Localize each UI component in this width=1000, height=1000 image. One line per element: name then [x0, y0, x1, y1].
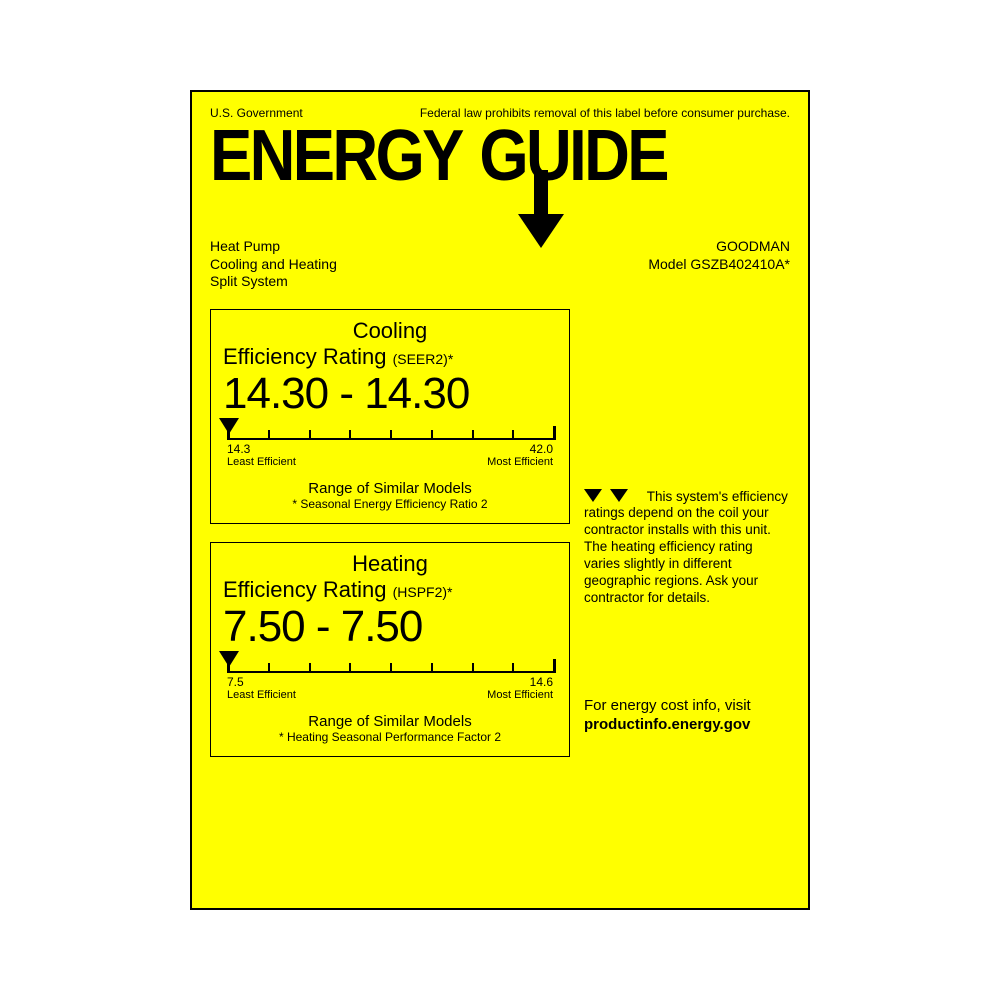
product-line2: Cooling and Heating: [210, 256, 337, 274]
heating-range-label: Range of Similar Models: [217, 713, 563, 730]
product-line3: Split System: [210, 273, 337, 291]
heating-min-label: Least Efficient: [227, 689, 296, 701]
heating-box: Heating Efficiency Rating (HSPF2)* 7.50 …: [210, 542, 570, 757]
cooling-max-label: Most Efficient: [487, 456, 553, 468]
energy-cost-info: For energy cost info, visit productinfo.…: [584, 697, 790, 735]
product-info: Heat Pump Cooling and Heating Split Syst…: [210, 238, 337, 291]
product-line1: Heat Pump: [210, 238, 337, 256]
logo-right: GUIDE: [479, 116, 666, 196]
cost-url: productinfo.energy.gov: [584, 716, 790, 735]
heating-max: 14.6: [530, 675, 553, 689]
heating-min: 7.5: [227, 675, 244, 689]
cooling-footnote: * Seasonal Energy Efficiency Ratio 2: [217, 497, 563, 511]
heating-subtitle: Efficiency Rating (HSPF2)*: [217, 577, 563, 603]
cooling-subtitle: Efficiency Rating (SEER2)*: [217, 344, 563, 370]
cooling-max: 42.0: [530, 442, 553, 456]
brand-name: GOODMAN: [648, 238, 790, 256]
heating-value: 7.50 - 7.50: [217, 605, 563, 649]
cooling-box: Cooling Efficiency Rating (SEER2)* 14.30…: [210, 309, 570, 524]
cooling-title: Cooling: [217, 318, 563, 344]
cost-line1: For energy cost info, visit: [584, 697, 790, 716]
heating-max-label: Most Efficient: [487, 689, 553, 701]
heating-title: Heating: [217, 551, 563, 577]
cooling-scale: 14.3 42.0 Least Efficient Most Efficient: [227, 438, 553, 468]
heating-scale: 7.5 14.6 Least Efficient Most Efficient: [227, 671, 553, 701]
logo: ENERGYGUIDE: [210, 124, 790, 196]
heating-footnote: * Heating Seasonal Performance Factor 2: [217, 730, 563, 744]
cooling-min: 14.3: [227, 442, 250, 456]
side-note: This system's efficiency ratings depend …: [584, 489, 788, 605]
side-column: This system's efficiency ratings depend …: [584, 309, 790, 775]
cooling-range-label: Range of Similar Models: [217, 480, 563, 497]
cooling-value: 14.30 - 14.30: [217, 372, 563, 416]
logo-left: ENERGY: [210, 116, 462, 196]
side-markers-icon: [584, 489, 632, 504]
brand-info: GOODMAN Model GSZB402410A*: [648, 238, 790, 291]
brand-model: Model GSZB402410A*: [648, 256, 790, 274]
cooling-min-label: Least Efficient: [227, 456, 296, 468]
info-row: Heat Pump Cooling and Heating Split Syst…: [210, 238, 790, 291]
energy-guide-label: U.S. Government Federal law prohibits re…: [190, 90, 810, 910]
